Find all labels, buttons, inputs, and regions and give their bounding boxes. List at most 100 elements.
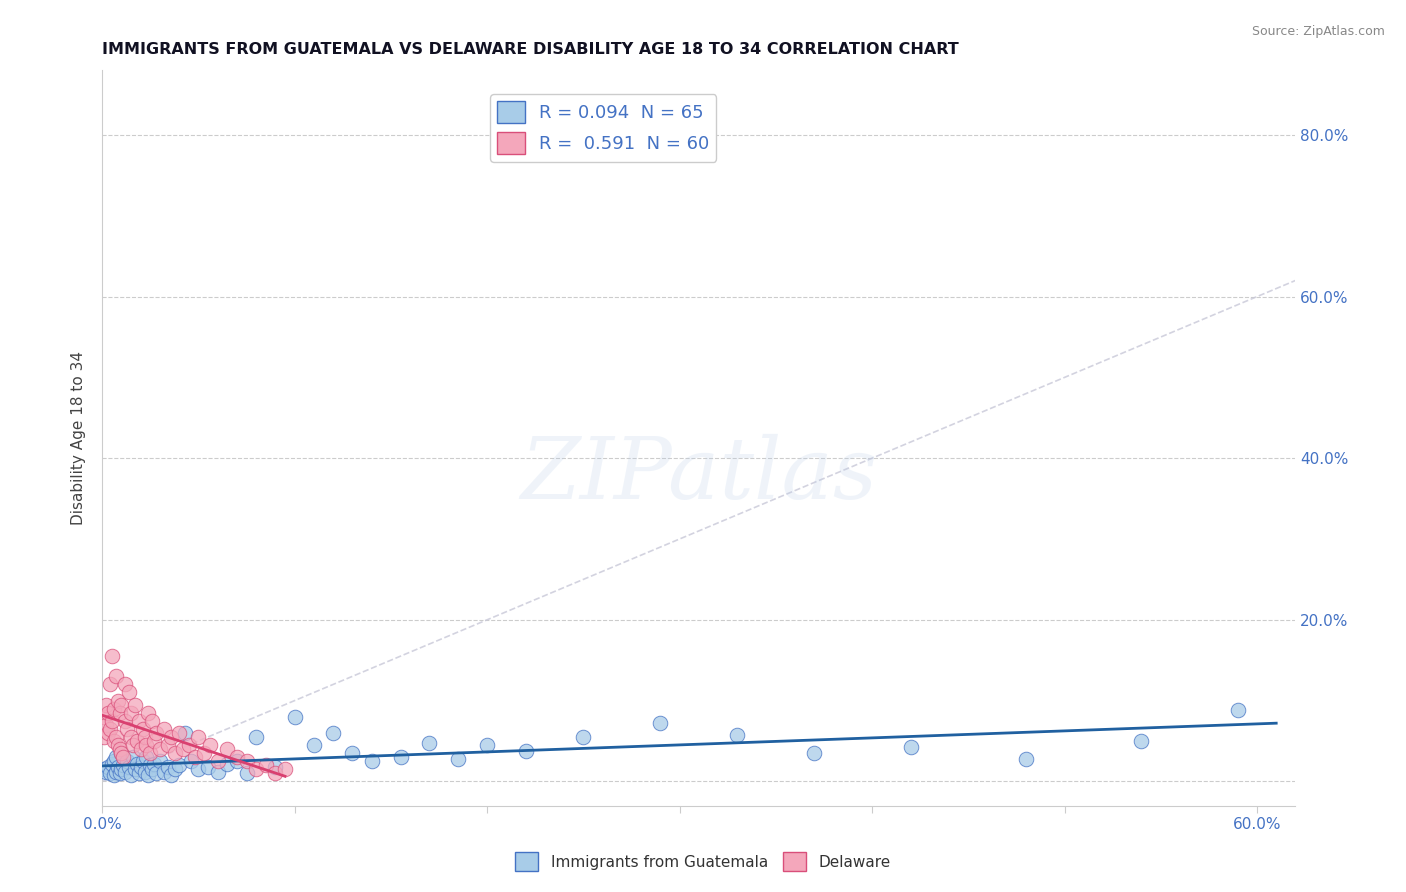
Point [153, 722, 176, 736]
Point [103, 768, 125, 782]
Point [264, 760, 287, 774]
Point [153, 764, 176, 779]
Text: ZIPatlas: ZIPatlas [520, 434, 877, 516]
Point [97, 760, 120, 774]
Point [226, 750, 249, 764]
Point [129, 760, 152, 774]
Point [264, 766, 287, 780]
Point [197, 760, 219, 774]
Point [103, 701, 125, 715]
Point [124, 762, 146, 776]
Point [129, 742, 152, 756]
Point [118, 760, 141, 774]
Point [93, 710, 115, 724]
Legend: Immigrants from Guatemala, Delaware: Immigrants from Guatemala, Delaware [509, 847, 897, 877]
Point [284, 710, 307, 724]
Point [101, 649, 124, 664]
Point [187, 762, 209, 776]
Point [389, 750, 412, 764]
Point [98, 677, 121, 691]
Point [104, 750, 127, 764]
Point [97, 706, 120, 720]
Point [174, 726, 197, 740]
Point [254, 758, 277, 772]
Point [139, 758, 162, 772]
Point [107, 738, 129, 752]
Point [103, 754, 125, 768]
Point [141, 714, 163, 728]
Point [245, 730, 267, 744]
Point [149, 754, 172, 768]
Point [198, 738, 221, 752]
Point [93, 730, 115, 744]
Point [156, 738, 179, 752]
Text: IMMIGRANTS FROM GUATEMALA VS DELAWARE DISABILITY AGE 18 TO 34 CORRELATION CHART: IMMIGRANTS FROM GUATEMALA VS DELAWARE DI… [103, 42, 959, 57]
Point [120, 768, 142, 782]
Point [131, 754, 153, 768]
Point [515, 744, 537, 758]
Point [143, 756, 166, 771]
Point [94, 764, 117, 779]
Point [114, 677, 136, 691]
Point [110, 762, 132, 776]
Point [167, 758, 190, 772]
Point [165, 746, 187, 760]
Point [103, 734, 125, 748]
Point [1226, 703, 1249, 717]
Point [101, 714, 124, 728]
Point [650, 716, 672, 731]
Point [475, 738, 498, 752]
Point [145, 766, 167, 780]
Point [1015, 752, 1038, 766]
Point [135, 750, 157, 764]
Point [112, 750, 135, 764]
Point [122, 738, 145, 752]
Point [118, 685, 141, 699]
Point [900, 740, 922, 755]
Point [160, 768, 183, 782]
Point [183, 750, 205, 764]
Point [128, 714, 150, 728]
Point [120, 730, 142, 744]
Point [104, 764, 127, 779]
Point [94, 698, 117, 712]
Point [110, 746, 132, 760]
Point [274, 762, 297, 776]
Point [180, 754, 202, 768]
Point [128, 766, 150, 780]
Point [135, 738, 157, 752]
Point [342, 746, 364, 760]
Point [207, 754, 229, 768]
Point [138, 768, 160, 782]
Point [156, 760, 179, 774]
Point [165, 762, 187, 776]
Point [114, 764, 136, 779]
Y-axis label: Disability Age 18 to 34: Disability Age 18 to 34 [72, 351, 86, 525]
Point [124, 698, 146, 712]
Point [725, 727, 748, 741]
Point [108, 742, 131, 756]
Point [120, 706, 142, 720]
Point [108, 766, 131, 780]
Point [110, 698, 132, 712]
Point [360, 754, 382, 768]
Point [143, 734, 166, 748]
Point [226, 754, 249, 768]
Point [167, 726, 190, 740]
Point [177, 738, 200, 752]
Point [138, 706, 160, 720]
Point [98, 766, 121, 780]
Point [145, 726, 167, 740]
Point [447, 752, 470, 766]
Point [322, 726, 344, 740]
Point [193, 746, 215, 760]
Point [125, 734, 148, 748]
Point [108, 706, 131, 720]
Point [418, 735, 440, 749]
Point [101, 756, 124, 771]
Point [235, 754, 257, 768]
Text: Source: ZipAtlas.com: Source: ZipAtlas.com [1251, 25, 1385, 38]
Point [104, 730, 127, 744]
Point [134, 730, 156, 744]
Point [141, 762, 163, 776]
